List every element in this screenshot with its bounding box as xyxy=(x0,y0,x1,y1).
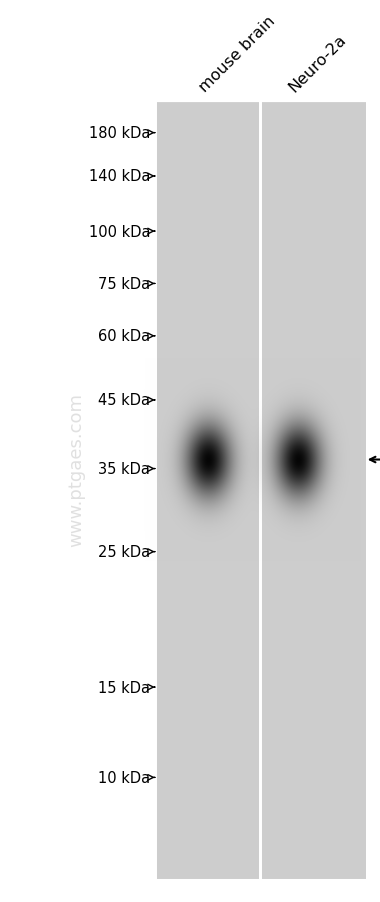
Text: www.ptgaes.com: www.ptgaes.com xyxy=(67,392,85,546)
Bar xyxy=(158,104,259,879)
Text: 100 kDa: 100 kDa xyxy=(89,225,150,239)
Text: 60 kDa: 60 kDa xyxy=(98,329,150,344)
Text: 45 kDa: 45 kDa xyxy=(98,393,150,408)
Text: Neuro-2a: Neuro-2a xyxy=(286,32,349,95)
Text: 180 kDa: 180 kDa xyxy=(89,126,150,141)
Text: 25 kDa: 25 kDa xyxy=(98,545,150,559)
Bar xyxy=(262,104,367,879)
Text: 75 kDa: 75 kDa xyxy=(98,277,150,291)
Text: 15 kDa: 15 kDa xyxy=(98,680,150,695)
Text: 140 kDa: 140 kDa xyxy=(89,170,150,184)
Text: mouse brain: mouse brain xyxy=(196,14,278,95)
Text: 35 kDa: 35 kDa xyxy=(98,462,150,476)
Text: 10 kDa: 10 kDa xyxy=(98,770,150,785)
